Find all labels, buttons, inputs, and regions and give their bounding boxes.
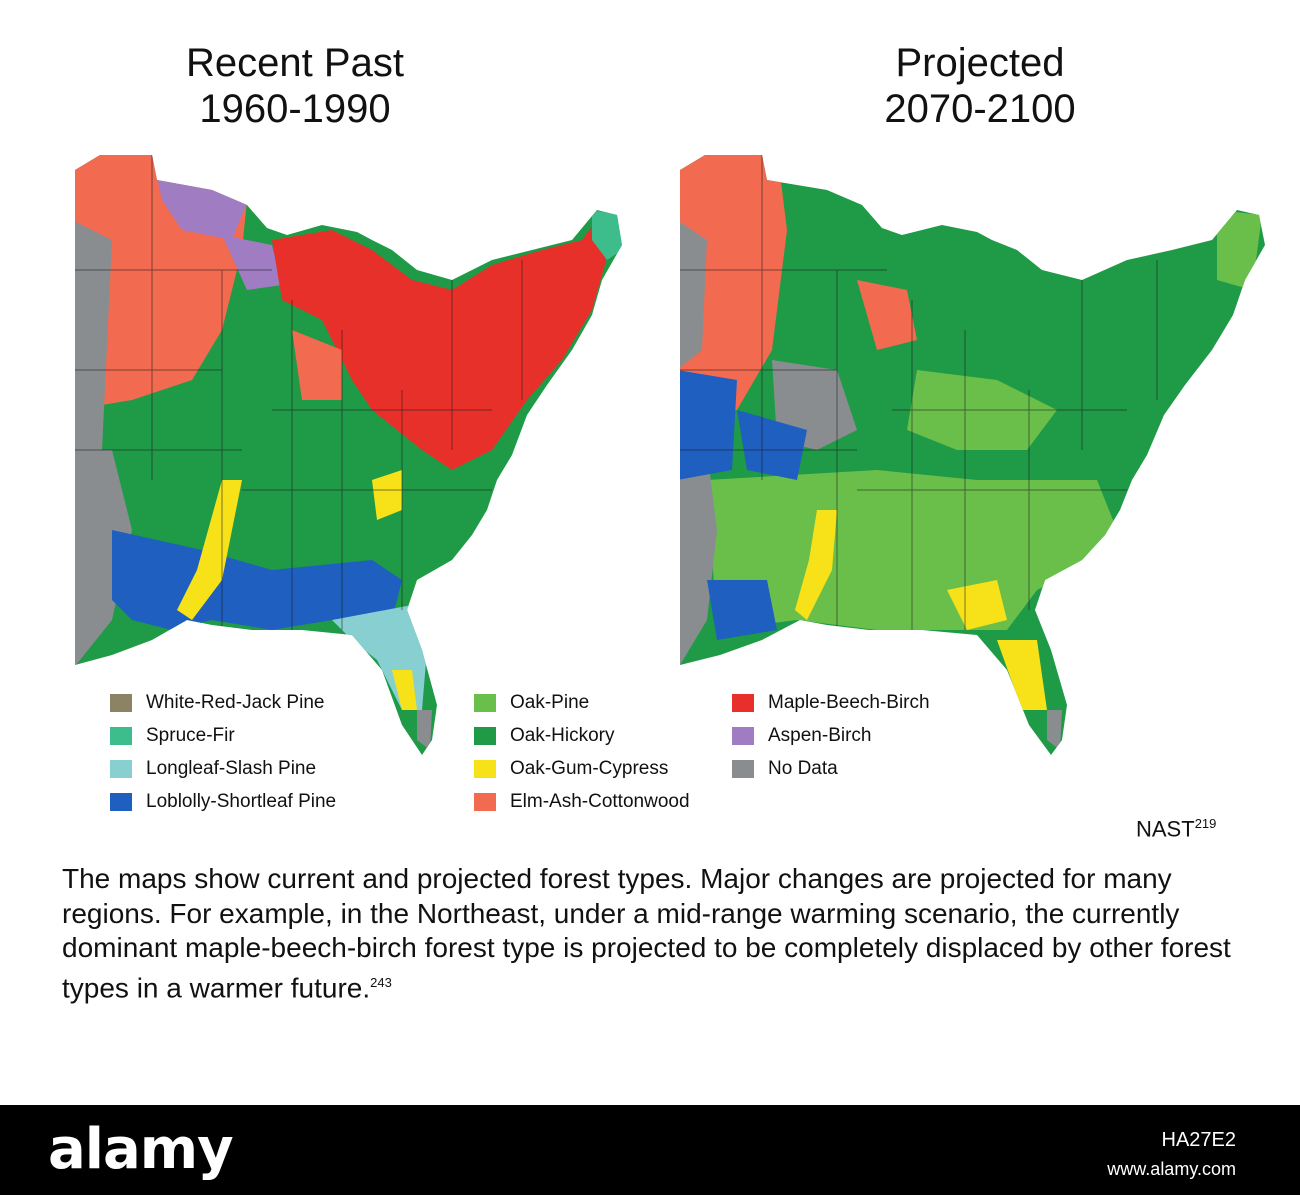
banner-url: www.alamy.com xyxy=(1107,1159,1236,1179)
legend-column-1: White-Red-Jack Pine Spruce-Fir Longleaf-… xyxy=(110,686,336,818)
legend-item-oak-gum-cypress: Oak-Gum-Cypress xyxy=(474,752,690,785)
recent-past-title-line2: 1960-1990 xyxy=(199,87,391,131)
legend-label: Oak-Gum-Cypress xyxy=(510,757,669,779)
legend-label: Aspen-Birch xyxy=(768,724,872,746)
projected-forest-map xyxy=(677,150,1277,770)
source-label: NAST xyxy=(1136,816,1195,842)
legend-swatch xyxy=(732,726,754,745)
legend-swatch xyxy=(110,693,132,712)
legend-column-2: Oak-Pine Oak-Hickory Oak-Gum-Cypress Elm… xyxy=(474,686,690,818)
legend-swatch xyxy=(732,693,754,712)
projected-title-line1: Projected xyxy=(895,41,1065,85)
recent-past-map-title: Recent Past 1960-1990 xyxy=(125,40,465,132)
legend-swatch xyxy=(474,726,496,745)
image-id: HA27E2 xyxy=(1161,1129,1237,1151)
watermark-banner: alamy HA27E2 www.alamy.com xyxy=(0,1105,1300,1195)
legend-item-no-data: No Data xyxy=(732,752,930,785)
legend-label: Elm-Ash-Cottonwood xyxy=(510,790,690,812)
legend-item-loblolly-shortleaf-pine: Loblolly-Shortleaf Pine xyxy=(110,785,336,818)
figure-caption: The maps show current and projected fore… xyxy=(62,862,1252,1005)
legend-item-longleaf-slash-pine: Longleaf-Slash Pine xyxy=(110,752,336,785)
caption-text: The maps show current and projected fore… xyxy=(62,863,1231,1003)
alamy-logo: alamy xyxy=(48,1117,234,1182)
legend-label: Oak-Hickory xyxy=(510,724,615,746)
legend-swatch xyxy=(474,759,496,778)
legend-swatch xyxy=(110,726,132,745)
legend-label: No Data xyxy=(768,757,838,779)
legend-item-aspen-birch: Aspen-Birch xyxy=(732,719,930,752)
caption-reference: 243 xyxy=(370,974,392,990)
projected-title-line2: 2070-2100 xyxy=(884,87,1076,131)
legend-swatch xyxy=(110,792,132,811)
legend-label: Oak-Pine xyxy=(510,691,590,713)
legend-swatch xyxy=(732,759,754,778)
legend-swatch xyxy=(474,693,496,712)
source-reference: 219 xyxy=(1194,816,1217,831)
recent-past-forest-map xyxy=(72,150,632,770)
recent-past-map-graphic xyxy=(75,155,622,755)
forest-type-legend: White-Red-Jack Pine Spruce-Fir Longleaf-… xyxy=(110,686,970,826)
legend-swatch xyxy=(474,792,496,811)
legend-label: Longleaf-Slash Pine xyxy=(146,757,317,779)
recent-past-title-line1: Recent Past xyxy=(186,41,404,85)
legend-item-oak-hickory: Oak-Hickory xyxy=(474,719,690,752)
source-attribution: NAST219 xyxy=(1136,816,1216,842)
projected-map-graphic xyxy=(680,155,1265,755)
legend-item-elm-ash-cottonwood: Elm-Ash-Cottonwood xyxy=(474,785,690,818)
projected-map-title: Projected 2070-2100 xyxy=(810,40,1150,132)
legend-label: Spruce-Fir xyxy=(146,724,235,746)
legend-item-oak-pine: Oak-Pine xyxy=(474,686,690,719)
legend-item-maple-beech-birch: Maple-Beech-Birch xyxy=(732,686,930,719)
legend-item-white-red-jack-pine: White-Red-Jack Pine xyxy=(110,686,336,719)
legend-item-spruce-fir: Spruce-Fir xyxy=(110,719,336,752)
legend-swatch xyxy=(110,759,132,778)
legend-label: White-Red-Jack Pine xyxy=(146,691,325,713)
legend-label: Loblolly-Shortleaf Pine xyxy=(146,790,337,812)
legend-column-3: Maple-Beech-Birch Aspen-Birch No Data xyxy=(732,686,930,785)
legend-label: Maple-Beech-Birch xyxy=(768,691,930,713)
